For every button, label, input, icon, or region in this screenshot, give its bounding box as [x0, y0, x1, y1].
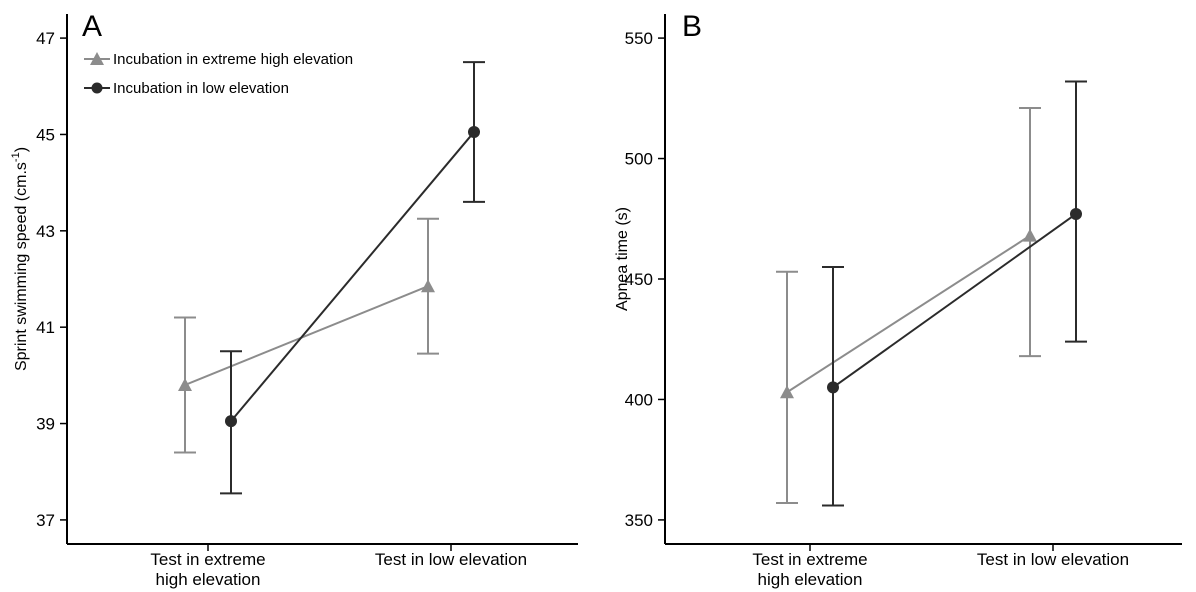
- y-tick-label: 43: [36, 222, 55, 241]
- x-category-label: Test in low elevation: [977, 550, 1129, 569]
- y-axis-label: Sprint swimming speed (cm.s-1): [10, 147, 30, 371]
- data-point-circle: [1070, 207, 1082, 220]
- legend-entry: Incubation in low elevation: [84, 80, 289, 97]
- data-point-circle: [827, 381, 839, 394]
- series-line: [832, 213, 1077, 389]
- y-tick-label: 45: [36, 125, 55, 144]
- legend-label: Incubation in low elevation: [113, 80, 289, 97]
- y-axis-label-superscript: -1: [10, 152, 22, 162]
- data-point-triangle: [178, 378, 192, 391]
- series-line: [230, 131, 475, 422]
- y-tick-label: 450: [625, 270, 653, 289]
- series-line: [786, 234, 1031, 394]
- x-category-label: Test in extreme: [150, 550, 265, 569]
- y-tick-label: 350: [625, 511, 653, 530]
- y-tick-label: 47: [36, 29, 55, 48]
- data-point-triangle: [1023, 228, 1037, 242]
- y-axis-label-main: Apnea time (s): [614, 207, 631, 311]
- data-point-circle: [468, 126, 480, 139]
- data-point-triangle: [421, 279, 435, 293]
- legend: Incubation in extreme high elevation Incu…: [84, 51, 353, 97]
- y-axis-label-close: ): [13, 147, 30, 152]
- series-low-elevation: [822, 80, 1087, 507]
- series-low-elevation: [220, 61, 485, 495]
- x-category-label: high elevation: [156, 570, 261, 589]
- x-category-label: Test in extreme: [752, 550, 867, 569]
- y-tick-label: 41: [36, 318, 55, 337]
- legend-entry: Incubation in extreme high elevation: [84, 51, 353, 68]
- panel-letter: A: [82, 10, 102, 43]
- y-tick-label: 550: [625, 29, 653, 48]
- y-tick-label: 400: [625, 390, 653, 409]
- series-line: [184, 285, 429, 386]
- y-tick-label: 39: [36, 415, 55, 434]
- legend-marker-triangle: [90, 52, 104, 65]
- series-extreme-high-elevation: [174, 217, 439, 454]
- data-point-triangle: [780, 385, 794, 399]
- y-axis-label: Apnea time (s): [614, 207, 631, 311]
- series-extreme-high-elevation: [776, 106, 1041, 505]
- panel-letter: B: [682, 10, 702, 43]
- legend-marker-circle: [91, 82, 103, 94]
- data-point-circle: [225, 415, 237, 428]
- x-category-label: Test in low elevation: [375, 550, 527, 569]
- y-axis-label-main: Sprint swimming speed (cm.s: [13, 162, 30, 371]
- y-tick-label: 37: [36, 511, 55, 530]
- legend-label: Incubation in extreme high elevation: [113, 51, 353, 68]
- y-tick-label: 500: [625, 150, 653, 169]
- x-category-label: high elevation: [758, 570, 863, 589]
